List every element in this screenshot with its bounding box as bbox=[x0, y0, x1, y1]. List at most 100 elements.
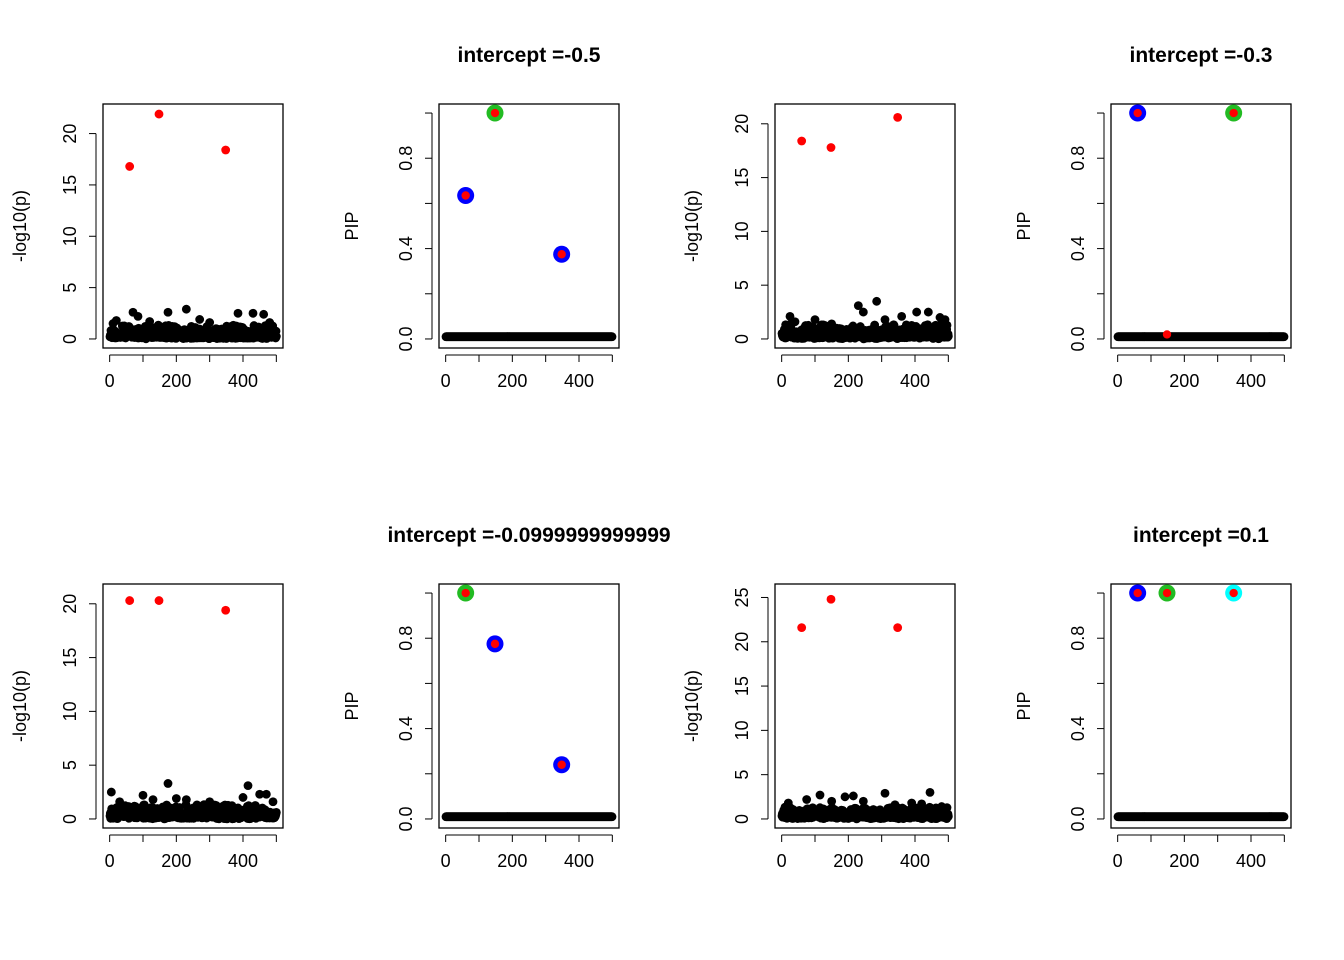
data-point bbox=[248, 308, 258, 318]
data-point bbox=[858, 307, 868, 317]
data-point bbox=[163, 307, 173, 317]
x-tick-label: 200 bbox=[497, 371, 527, 391]
data-point bbox=[917, 799, 927, 809]
x-tick-label: 0 bbox=[441, 851, 451, 871]
panel-4: intercept =-0.3 PIP 0 200 400 0.0 0.4 0.8 bbox=[1014, 44, 1292, 391]
x-tick-label: 200 bbox=[1169, 851, 1199, 871]
data-point bbox=[115, 797, 125, 807]
panel-1: -log10(p) 0 200 400 0 5 10 15 20 bbox=[10, 103, 284, 391]
signal-point bbox=[557, 250, 566, 259]
data-point bbox=[925, 787, 935, 797]
x-tick-label: 0 bbox=[777, 851, 787, 871]
data-point bbox=[897, 311, 907, 321]
y-tick-label: 0.8 bbox=[1068, 626, 1088, 651]
signal-point bbox=[893, 112, 903, 122]
y-tick-label: 20 bbox=[732, 632, 752, 652]
y-tick-label: 0.0 bbox=[396, 806, 416, 831]
y-tick-label: 5 bbox=[732, 770, 752, 780]
data-points bbox=[777, 594, 953, 824]
plot-frame bbox=[438, 583, 620, 829]
plot-frame bbox=[102, 103, 284, 349]
data-point bbox=[858, 796, 868, 806]
data-point bbox=[111, 316, 121, 325]
data-point bbox=[181, 304, 191, 314]
panel-8: intercept =0.1 PIP 0 200 400 0.0 0.4 0.8 bbox=[1014, 524, 1292, 871]
signal-point bbox=[1162, 588, 1172, 598]
y-tick-label: 0.4 bbox=[396, 716, 416, 741]
data-point bbox=[163, 779, 173, 788]
data-point bbox=[827, 319, 837, 329]
plot-frame bbox=[774, 103, 956, 349]
signal-point bbox=[797, 623, 807, 632]
signal-point bbox=[1229, 108, 1238, 118]
data-point bbox=[133, 311, 143, 321]
data-points bbox=[1113, 584, 1289, 822]
data-point bbox=[195, 315, 205, 324]
data-point bbox=[243, 781, 253, 791]
data-point bbox=[261, 789, 271, 799]
y-tick-label: 0.8 bbox=[1068, 146, 1088, 171]
x-tick-label: 0 bbox=[105, 851, 115, 871]
data-point bbox=[233, 308, 243, 318]
y-tick-label: 0 bbox=[732, 814, 752, 824]
data-point bbox=[848, 791, 858, 801]
y-axis-label: PIP bbox=[1014, 691, 1034, 720]
plot-frame bbox=[1110, 583, 1292, 829]
data-point bbox=[106, 787, 116, 797]
x-tick-label: 400 bbox=[564, 851, 594, 871]
x-tick-label: 0 bbox=[1113, 371, 1123, 391]
y-tick-label: 20 bbox=[60, 594, 80, 614]
data-point bbox=[171, 794, 181, 803]
x-tick-label: 400 bbox=[900, 851, 930, 871]
data-point bbox=[181, 795, 191, 804]
x-tick-label: 0 bbox=[777, 371, 787, 391]
y-tick-label: 10 bbox=[732, 720, 752, 740]
y-tick-label: 5 bbox=[60, 283, 80, 293]
panel-7: -log10(p) 0 200 400 0 5 10 15 20 25 bbox=[682, 583, 956, 871]
data-point bbox=[912, 307, 922, 317]
data-point bbox=[810, 315, 820, 324]
data-point bbox=[783, 798, 793, 808]
data-point bbox=[827, 796, 837, 806]
data-points bbox=[105, 596, 281, 824]
data-point bbox=[268, 797, 278, 807]
data-points bbox=[441, 584, 617, 822]
x-tick-label: 200 bbox=[161, 851, 191, 871]
data-point bbox=[853, 301, 863, 311]
signal-point bbox=[154, 596, 164, 605]
data-points bbox=[441, 104, 617, 342]
data-point bbox=[802, 795, 812, 804]
data-point bbox=[880, 788, 890, 798]
x-tick-label: 200 bbox=[161, 371, 191, 391]
y-tick-label: 25 bbox=[732, 587, 752, 607]
x-tick-label: 0 bbox=[105, 371, 115, 391]
signal-point bbox=[154, 109, 164, 119]
y-axis-label: -log10(p) bbox=[10, 670, 30, 742]
data-point bbox=[937, 802, 947, 811]
panel-2: intercept =-0.5 PIP 0 200 400 0.0 0.4 0.8 bbox=[342, 44, 620, 391]
data-point bbox=[265, 318, 275, 327]
data-point bbox=[940, 315, 950, 324]
panel-title: intercept =-0.0999999999999 bbox=[387, 524, 670, 547]
plot-frame bbox=[1110, 103, 1292, 349]
panel-3: -log10(p) 0 200 400 0 5 10 15 20 bbox=[682, 103, 956, 391]
signal-point bbox=[221, 145, 231, 155]
y-tick-label: 15 bbox=[60, 175, 80, 195]
y-tick-label: 0.4 bbox=[396, 236, 416, 261]
data-point bbox=[1279, 812, 1289, 822]
plot-frame bbox=[438, 103, 620, 349]
x-tick-label: 0 bbox=[1113, 851, 1123, 871]
data-points bbox=[777, 112, 953, 344]
y-tick-label: 5 bbox=[732, 280, 752, 290]
y-tick-label: 0.8 bbox=[396, 146, 416, 171]
data-point bbox=[238, 793, 248, 802]
data-point bbox=[790, 317, 800, 327]
x-tick-label: 400 bbox=[1236, 851, 1266, 871]
panel-title: intercept =-0.5 bbox=[458, 44, 601, 67]
x-tick-label: 400 bbox=[228, 851, 258, 871]
y-tick-label: 5 bbox=[60, 760, 80, 770]
signal-point bbox=[125, 596, 135, 605]
signal-point bbox=[461, 588, 470, 598]
data-point bbox=[607, 812, 617, 822]
signal-point bbox=[221, 605, 231, 615]
